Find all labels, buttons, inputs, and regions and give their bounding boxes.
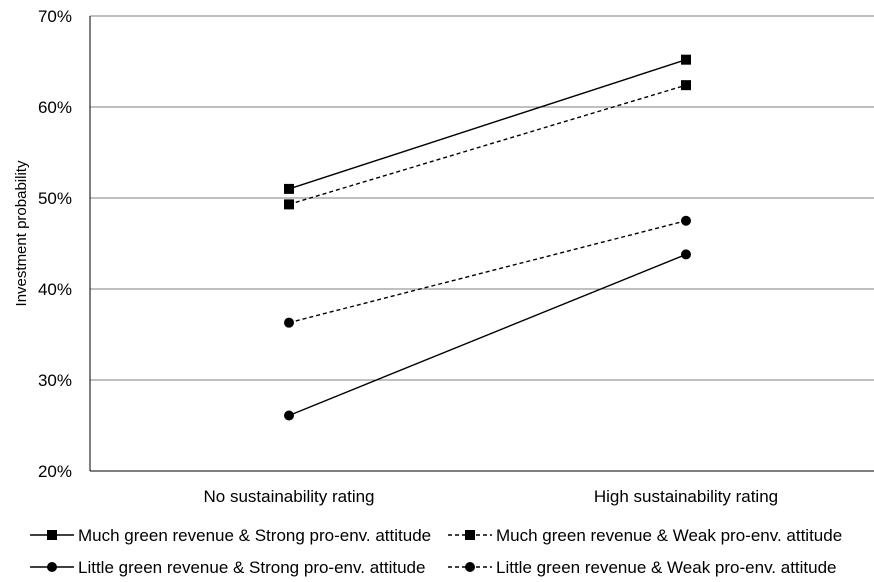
series-1 [284, 54, 691, 194]
data-point [681, 249, 691, 260]
x-tick-label: High sustainability rating [594, 487, 778, 506]
y-axis-title: Investment probability [13, 160, 30, 306]
series-line [288, 220, 687, 324]
y-tick-label: 60% [38, 98, 72, 117]
y-tick-label: 40% [38, 280, 72, 299]
data-point [284, 317, 294, 328]
data-point [284, 183, 294, 194]
gridlines [90, 15, 874, 381]
legend-marker [465, 562, 475, 572]
series-4 [284, 215, 691, 328]
legend-marker [465, 530, 475, 540]
y-tick-label: 50% [38, 189, 72, 208]
legend-item: Much green revenue & Strong pro-env. att… [30, 526, 431, 545]
legend-label: Little green revenue & Weak pro-env. att… [496, 558, 837, 577]
data-point [681, 215, 691, 226]
y-tick-label: 30% [38, 371, 72, 390]
y-tick-labels: 20% 30% 40% 50% 60% 70% [38, 7, 72, 481]
data-point [284, 199, 294, 210]
x-tick-label: No sustainability rating [203, 487, 374, 506]
legend-marker [47, 562, 57, 572]
legend-label: Much green revenue & Strong pro-env. att… [78, 526, 431, 545]
y-tick-label: 20% [38, 462, 72, 481]
legend-item: Little green revenue & Weak pro-env. att… [448, 558, 837, 577]
legend-item: Much green revenue & Weak pro-env. attit… [448, 526, 842, 545]
legend-label: Much green revenue & Weak pro-env. attit… [496, 526, 842, 545]
legend-item: Little green revenue & Strong pro-env. a… [30, 558, 425, 577]
data-point [284, 410, 294, 421]
series-2 [284, 80, 691, 210]
x-tick-labels: No sustainability rating High sustainabil… [203, 487, 778, 506]
legend-marker [47, 530, 57, 540]
series-3 [284, 249, 691, 421]
y-tick-label: 70% [38, 7, 72, 26]
series-line [288, 253, 687, 417]
data-point [681, 54, 691, 65]
data-point [681, 80, 691, 91]
series-line [288, 84, 687, 206]
series-group [284, 54, 691, 421]
series-line [288, 59, 687, 190]
legend-label: Little green revenue & Strong pro-env. a… [78, 558, 425, 577]
axes [89, 16, 874, 472]
legend: Much green revenue & Strong pro-env. att… [30, 526, 842, 577]
